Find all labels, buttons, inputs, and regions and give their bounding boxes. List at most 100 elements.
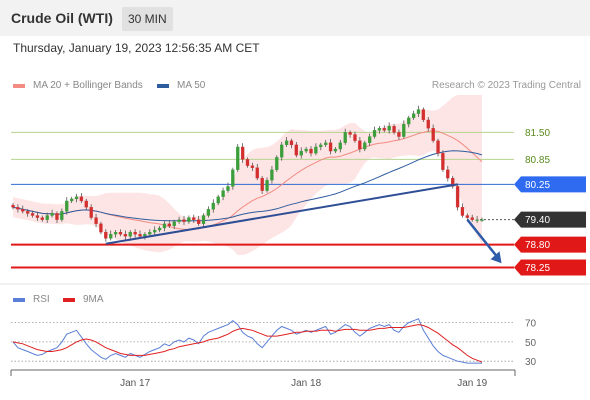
- candle-body: [372, 130, 377, 137]
- candle-body: [221, 190, 225, 197]
- candle-body: [324, 142, 328, 146]
- candle-body: [226, 186, 230, 191]
- candle-body: [387, 126, 391, 131]
- candle-body: [470, 217, 474, 220]
- candle-body: [377, 128, 382, 131]
- x-tick-label: Jan 18: [291, 378, 321, 389]
- rsi-swatch: [13, 297, 25, 302]
- candle-body: [348, 132, 352, 135]
- candle-body: [123, 234, 128, 237]
- candle-body: [240, 146, 245, 160]
- candle-body: [201, 215, 206, 224]
- candle-body: [304, 148, 308, 152]
- candle-body: [275, 157, 279, 170]
- ma20-swatch: [13, 83, 25, 88]
- candle-body: [314, 146, 318, 154]
- candle-body: [133, 231, 137, 235]
- ma9-swatch: [63, 297, 75, 302]
- candle-body: [294, 144, 299, 156]
- candle-body: [65, 200, 69, 212]
- candle-body: [392, 126, 396, 133]
- header-bar: Crude Oil (WTI) 30 MIN: [0, 0, 590, 36]
- candle-body: [50, 213, 54, 216]
- candle-body: [172, 221, 176, 227]
- candle-body: [192, 217, 196, 220]
- candle-body: [382, 128, 386, 131]
- rsi-tick-label: 50: [525, 338, 537, 349]
- ma20-label: MA 20 + Bollinger Bands: [33, 80, 143, 91]
- candle-body: [260, 177, 264, 191]
- ma50-swatch: [157, 83, 169, 88]
- bollinger-band: [13, 95, 482, 256]
- chart-title: Crude Oil (WTI): [11, 10, 113, 26]
- candle-body: [309, 148, 313, 154]
- candle-body: [319, 144, 323, 148]
- timestamp: Thursday, January 19, 2023 12:56:35 AM C…: [13, 41, 260, 55]
- level-label: 80.25: [525, 180, 550, 191]
- x-tick-label: Jan 17: [120, 378, 150, 389]
- candle-body: [280, 144, 284, 158]
- candle-body: [363, 142, 367, 150]
- candle-body: [94, 217, 98, 224]
- candle-body: [211, 202, 215, 210]
- candle-body: [26, 211, 30, 214]
- candle-body: [55, 213, 59, 220]
- candle-body: [421, 109, 426, 121]
- candle-body: [407, 117, 411, 125]
- candle-body: [480, 219, 484, 221]
- candle-body: [289, 140, 294, 146]
- candle-body: [343, 132, 347, 143]
- candle-body: [402, 123, 406, 137]
- candle-body: [206, 209, 211, 216]
- candle-body: [89, 207, 93, 218]
- ma50-label: MA 50: [177, 80, 206, 91]
- candle-body: [265, 180, 269, 191]
- candle-body: [35, 215, 40, 218]
- candle-body: [128, 231, 132, 237]
- candle-body: [11, 204, 15, 208]
- candle-body: [113, 231, 118, 235]
- candle-body: [441, 153, 445, 170]
- candle-body: [104, 231, 108, 239]
- legend-ma50: MA 50: [157, 80, 205, 91]
- candle-body: [367, 136, 372, 143]
- candle-body: [74, 196, 79, 200]
- candle-body: [16, 207, 20, 210]
- candle-body: [216, 196, 220, 204]
- candle-body: [182, 219, 186, 222]
- candle-body: [167, 223, 171, 227]
- candle-body: [333, 148, 338, 152]
- candle-body: [84, 200, 88, 208]
- candle-body: [79, 196, 84, 202]
- candle-body: [40, 217, 44, 220]
- rsi-tick-label: 30: [525, 357, 537, 368]
- credit-text: Research © 2023 Trading Central: [431, 80, 581, 91]
- forecast-arrow-shaft: [466, 218, 499, 259]
- candle-body: [416, 109, 421, 114]
- candle-body: [465, 215, 469, 218]
- candles: [11, 105, 484, 242]
- candle-body: [270, 169, 274, 181]
- candle-body: [157, 227, 162, 231]
- candle-body: [250, 165, 255, 168]
- candle-body: [153, 229, 157, 233]
- candle-body: [299, 150, 303, 156]
- candle-body: [353, 134, 357, 141]
- candle-body: [60, 211, 64, 220]
- candle-body: [431, 128, 435, 141]
- candle-body: [328, 142, 333, 152]
- candle-body: [109, 234, 113, 239]
- candle-body: [245, 159, 250, 166]
- timeframe-badge[interactable]: 30 MIN: [122, 7, 173, 31]
- level-label: 78.80: [525, 240, 550, 251]
- candle-body: [436, 140, 440, 154]
- candle-body: [148, 231, 152, 235]
- rsi-ma9-line: [12, 324, 483, 363]
- candle-body: [162, 223, 167, 229]
- level-label: 78.25: [525, 263, 550, 274]
- x-tick-label: Jan 19: [457, 378, 487, 389]
- candle-body: [187, 217, 191, 222]
- candle-body: [99, 223, 103, 233]
- candle-body: [255, 167, 259, 179]
